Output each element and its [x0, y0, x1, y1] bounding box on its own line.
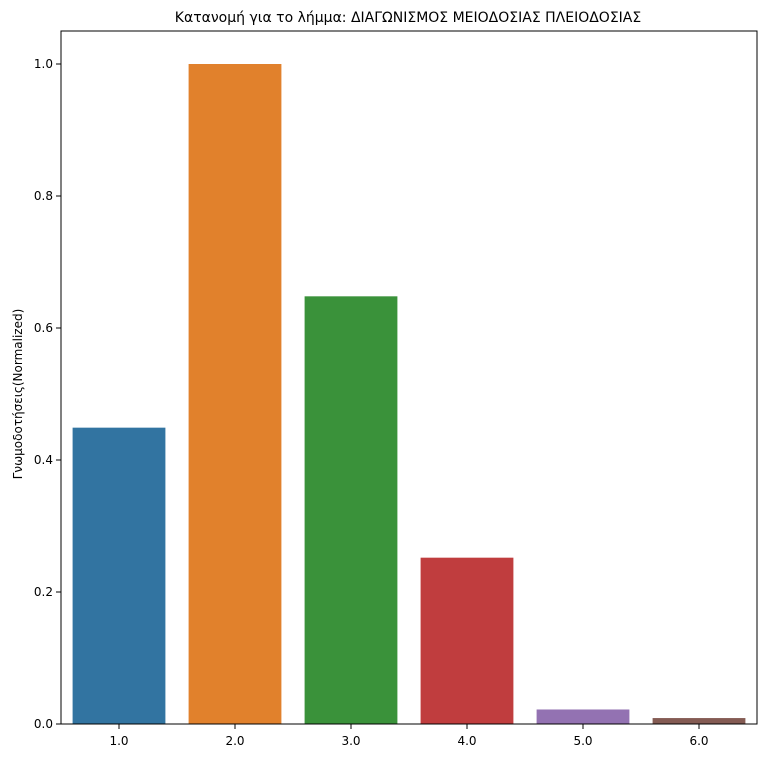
x-tick-label: 5.0 [573, 734, 592, 748]
bar-6.0 [652, 718, 746, 724]
y-axis-label: Γνωμοδοτήσεις(Normalized) [11, 309, 25, 480]
y-tick-label: 0.2 [34, 585, 53, 599]
y-tick-label: 0.8 [34, 189, 53, 203]
bar-1.0 [72, 427, 166, 724]
y-tick-label: 0.6 [34, 321, 53, 335]
x-tick-label: 3.0 [341, 734, 360, 748]
x-tick-label: 2.0 [225, 734, 244, 748]
bar-5.0 [536, 709, 630, 724]
plot-frame [60, 30, 758, 725]
bar-4.0 [420, 557, 514, 724]
bar-2.0 [188, 64, 282, 724]
bars-group [72, 64, 746, 724]
y-tick-label: 0.0 [34, 717, 53, 731]
y-axis-ticks: 0.0 0.2 0.4 0.6 0.8 1.0 [34, 57, 61, 731]
x-tick-label: 6.0 [689, 734, 708, 748]
x-tick-label: 1.0 [109, 734, 128, 748]
x-tick-label: 4.0 [457, 734, 476, 748]
chart-title: Κατανομή για το λήμμα: ΔΙΑΓΩΝΙΣΜΟΣ ΜΕΙΟΔ… [175, 10, 641, 26]
y-tick-label: 0.4 [34, 453, 53, 467]
bar-3.0 [304, 296, 398, 724]
y-tick-label: 1.0 [34, 57, 53, 71]
axes-frame [60, 30, 758, 725]
x-axis-ticks: 1.0 2.0 3.0 4.0 5.0 6.0 [109, 724, 709, 748]
